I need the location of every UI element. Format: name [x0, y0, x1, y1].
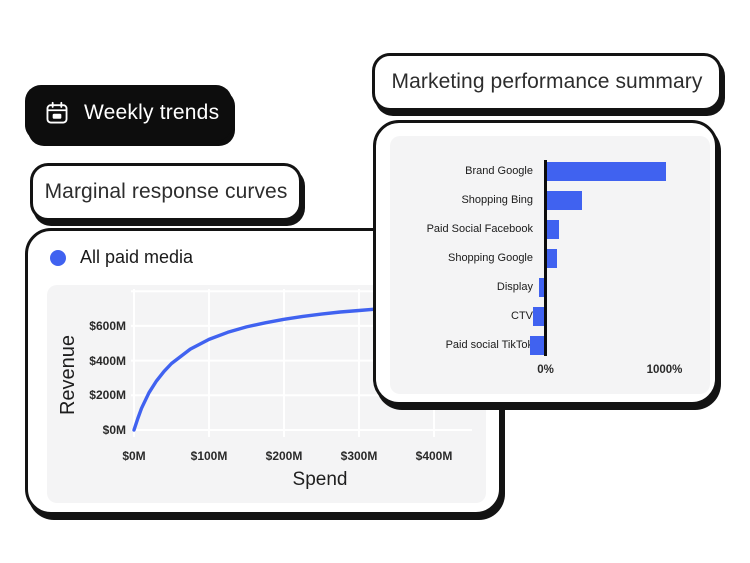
y-axis-tick: $0M — [102, 423, 126, 437]
bar — [547, 191, 583, 210]
x-axis-tick: $400M — [415, 449, 453, 463]
calendar-icon — [44, 100, 70, 126]
zero-axis-line — [544, 160, 547, 356]
bar-category-label: Brand Google — [465, 165, 533, 177]
x-axis-tick: $300M — [340, 449, 378, 463]
x-axis-tick: $0M — [122, 449, 146, 463]
performance-summary-card: Brand Google Shopping Bing Paid Social Fac… — [373, 120, 718, 405]
bar — [547, 162, 666, 181]
bar-category-label: Shopping Google — [447, 252, 533, 264]
bar-category-label: Shopping Bing — [461, 194, 533, 206]
bar — [547, 249, 557, 268]
weekly-trends-label: Weekly trends — [84, 101, 220, 124]
bar-category-label: CTV — [511, 310, 533, 322]
marginal-response-title-badge[interactable]: Marginal response curves — [30, 163, 302, 221]
marketing-summary-title-badge[interactable]: Marketing performance summary — [372, 53, 722, 111]
legend-label: All paid media — [80, 247, 194, 267]
legend-dot-icon — [50, 249, 66, 266]
performance-chart-panel: Brand Google Shopping Bing Paid Social Fac… — [390, 136, 710, 394]
bar-category-label: Paid Social Facebook — [426, 223, 533, 235]
bar-axis-tick: 0% — [537, 364, 554, 376]
bar — [547, 220, 560, 239]
y-axis-tick: $400M — [89, 353, 126, 368]
bar — [539, 278, 544, 297]
bar-category-label: Paid social TikTok — [445, 339, 533, 351]
marginal-response-title-label: Marginal response curves — [44, 180, 288, 203]
bar — [533, 307, 544, 326]
x-axis-tick: $100M — [190, 449, 228, 463]
bar — [530, 336, 544, 355]
x-axis-title: Spend — [292, 469, 348, 490]
marketing-summary-title-label: Marketing performance summary — [391, 70, 703, 93]
x-axis-tick: $200M — [265, 449, 303, 463]
bar-category-label: Display — [496, 281, 533, 293]
legend: All paid media — [50, 247, 193, 268]
y-axis-tick: $200M — [89, 388, 126, 403]
weekly-trends-badge[interactable]: Weekly trends — [25, 85, 232, 141]
bar-axis-tick: 1000% — [646, 364, 683, 376]
y-axis-tick: $600M — [89, 318, 126, 333]
